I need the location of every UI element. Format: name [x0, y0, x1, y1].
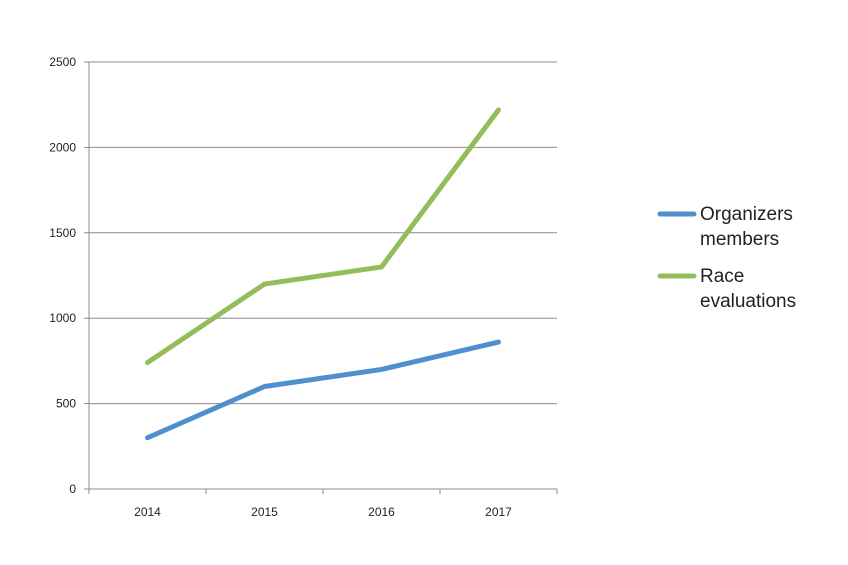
x-tick-label: 2014 — [134, 505, 161, 519]
legend-label: Organizers — [700, 204, 793, 225]
y-tick-label: 500 — [56, 397, 76, 411]
legend-label: members — [700, 229, 779, 250]
gridlines — [89, 61, 557, 405]
x-axis-ticks: 2014 2015 2016 2017 — [88, 489, 558, 519]
series-line-0 — [145, 339, 501, 441]
y-tick-label: 2500 — [49, 55, 76, 69]
y-tick-label: 1500 — [49, 226, 76, 240]
y-axis-ticks: 0 500 1000 1500 2000 2500 — [49, 55, 89, 496]
legend-label: Race — [700, 266, 744, 287]
y-tick-label: 1000 — [49, 311, 76, 325]
x-tick-label: 2017 — [485, 505, 512, 519]
x-tick-label: 2015 — [251, 505, 278, 519]
y-tick-label: 2000 — [49, 140, 76, 154]
x-tick-label: 2016 — [368, 505, 395, 519]
series-line-1 — [145, 107, 501, 366]
legend: Organizers members Race evaluations — [657, 204, 796, 312]
legend-label: evaluations — [700, 291, 796, 312]
series-lines — [145, 107, 501, 441]
y-tick-label: 0 — [69, 482, 76, 496]
